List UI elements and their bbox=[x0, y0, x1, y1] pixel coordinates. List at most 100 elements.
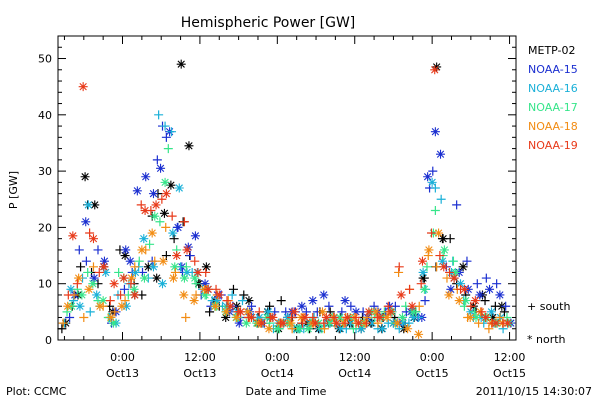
south-point bbox=[428, 166, 438, 176]
north-point bbox=[465, 312, 475, 322]
north-point bbox=[182, 267, 192, 277]
x-tick-label-date: Oct14 bbox=[261, 367, 294, 380]
north-point bbox=[120, 251, 130, 261]
north-point bbox=[234, 318, 244, 328]
north-point bbox=[397, 312, 407, 322]
north-point bbox=[375, 312, 385, 322]
north-point bbox=[106, 312, 116, 322]
north-point bbox=[127, 273, 137, 283]
north-point bbox=[244, 296, 254, 306]
north-point bbox=[308, 296, 318, 306]
north-point bbox=[264, 324, 274, 334]
north-point bbox=[439, 262, 449, 272]
south-point bbox=[65, 312, 75, 322]
north-point bbox=[310, 318, 320, 328]
north-point bbox=[343, 312, 353, 322]
south-point bbox=[287, 324, 297, 334]
x-tick-label-time: 0:00 bbox=[265, 351, 290, 364]
north-point bbox=[503, 318, 513, 328]
south-point bbox=[57, 324, 67, 334]
south-point bbox=[161, 222, 171, 232]
south-point bbox=[76, 262, 86, 272]
south-point bbox=[319, 324, 329, 334]
north-point bbox=[371, 307, 381, 317]
north-point bbox=[132, 186, 142, 196]
north-point bbox=[332, 318, 342, 328]
north-point bbox=[418, 267, 428, 277]
x-tick-label-date: Oct15 bbox=[416, 367, 449, 380]
north-point bbox=[236, 307, 246, 317]
north-point bbox=[247, 312, 257, 322]
south-point bbox=[420, 296, 430, 306]
south-point bbox=[405, 284, 415, 294]
south-point bbox=[88, 262, 98, 272]
y-tick-label: 20 bbox=[38, 221, 52, 234]
north-point bbox=[475, 290, 485, 300]
north-point bbox=[232, 312, 242, 322]
north-point bbox=[268, 312, 278, 322]
south-point bbox=[227, 290, 237, 300]
x-tick-label-date: Oct13 bbox=[183, 367, 216, 380]
north-point bbox=[152, 273, 162, 283]
south-point bbox=[81, 256, 91, 266]
south-point bbox=[254, 307, 264, 317]
north-point bbox=[161, 189, 171, 199]
south-point bbox=[126, 279, 136, 289]
north-point bbox=[254, 312, 264, 322]
legend-entry: NOAA-15 bbox=[528, 63, 578, 76]
south-point bbox=[228, 284, 238, 294]
north-point bbox=[210, 301, 220, 311]
north-point bbox=[346, 318, 356, 328]
north-point bbox=[293, 324, 303, 334]
north-point bbox=[377, 324, 387, 334]
south-point bbox=[167, 127, 177, 137]
x-tick-label-date: Oct14 bbox=[338, 367, 371, 380]
legend-entry: NOAA-19 bbox=[528, 139, 578, 152]
north-point bbox=[495, 290, 505, 300]
south-point bbox=[430, 206, 440, 216]
north-point bbox=[141, 172, 151, 182]
south-point bbox=[169, 234, 179, 244]
north-point bbox=[137, 245, 147, 255]
north-point bbox=[166, 180, 176, 190]
south-point bbox=[154, 110, 164, 120]
north-point bbox=[101, 267, 111, 277]
north-point bbox=[184, 141, 194, 151]
south-point bbox=[477, 307, 487, 317]
south-point bbox=[85, 228, 95, 238]
north-point bbox=[481, 312, 491, 322]
south-point bbox=[181, 262, 191, 272]
north-point bbox=[317, 307, 327, 317]
y-axis-label: P [GW] bbox=[7, 171, 20, 209]
north-point bbox=[189, 296, 199, 306]
south-point bbox=[136, 200, 146, 210]
north-point bbox=[193, 267, 203, 277]
y-tick-label: 0 bbox=[45, 334, 52, 347]
south-point bbox=[435, 251, 445, 261]
north-point bbox=[354, 318, 364, 328]
north-point bbox=[392, 318, 402, 328]
north-point bbox=[430, 65, 440, 75]
north-point bbox=[221, 312, 231, 322]
x-tick-label-date: Oct13 bbox=[106, 367, 139, 380]
south-point bbox=[426, 228, 436, 238]
north-point bbox=[263, 307, 273, 317]
north-point bbox=[151, 200, 161, 210]
north-point bbox=[66, 284, 76, 294]
south-point bbox=[423, 251, 433, 261]
north-point bbox=[95, 301, 105, 311]
north-point bbox=[68, 231, 78, 241]
north-point bbox=[367, 318, 377, 328]
north-point bbox=[449, 273, 459, 283]
north-point bbox=[214, 290, 224, 300]
south-point bbox=[163, 144, 173, 154]
north-point bbox=[160, 177, 170, 187]
north-point bbox=[434, 228, 444, 238]
north-point bbox=[99, 262, 109, 272]
south-point bbox=[474, 318, 484, 328]
south-point bbox=[448, 256, 458, 266]
north-point bbox=[119, 273, 129, 283]
north-point bbox=[446, 284, 456, 294]
north-point bbox=[382, 312, 392, 322]
